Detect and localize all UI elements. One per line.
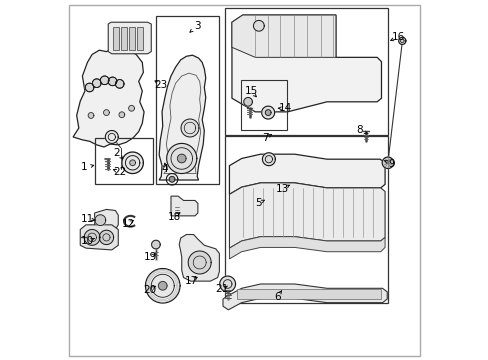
Text: 2: 2 [113,148,120,158]
Text: 10: 10 [81,236,94,246]
Polygon shape [237,289,380,299]
Polygon shape [219,276,235,292]
Polygon shape [231,15,381,112]
Polygon shape [253,21,264,31]
Polygon shape [159,55,205,180]
Polygon shape [108,77,117,86]
Polygon shape [95,215,105,226]
Text: 1: 1 [81,162,87,172]
Polygon shape [265,110,270,116]
Polygon shape [73,47,144,147]
Polygon shape [223,284,386,310]
Text: 22: 22 [113,167,126,177]
Polygon shape [121,27,126,50]
Polygon shape [88,113,94,118]
Polygon shape [229,183,384,248]
Text: 21: 21 [215,284,228,294]
Polygon shape [94,210,118,231]
Text: 12: 12 [121,219,134,229]
Polygon shape [100,76,109,85]
Polygon shape [145,269,180,303]
Polygon shape [181,119,199,137]
Polygon shape [103,110,109,116]
Text: 23: 23 [154,80,167,90]
Polygon shape [129,27,135,50]
Text: 20: 20 [143,285,157,295]
Text: 8: 8 [356,125,363,135]
Polygon shape [261,106,274,119]
Polygon shape [177,154,185,163]
Polygon shape [80,225,118,250]
Text: 19: 19 [143,252,157,262]
Polygon shape [231,15,335,57]
Text: 17: 17 [184,276,198,286]
Text: 3: 3 [193,21,200,31]
Text: 14: 14 [279,103,292,113]
Polygon shape [119,112,124,118]
Polygon shape [85,83,94,92]
Text: 5: 5 [254,198,261,208]
Polygon shape [99,230,113,244]
Polygon shape [158,282,167,290]
Polygon shape [129,160,135,166]
Polygon shape [229,237,384,259]
Text: 9: 9 [387,159,394,169]
Polygon shape [179,234,219,281]
Text: 7: 7 [262,133,268,143]
Polygon shape [112,27,119,50]
Polygon shape [105,131,118,143]
Text: 11: 11 [81,215,94,224]
Polygon shape [398,37,405,44]
Text: 13: 13 [275,184,288,194]
Polygon shape [137,27,143,50]
Polygon shape [115,80,124,88]
Polygon shape [122,152,143,174]
Polygon shape [229,154,384,194]
Polygon shape [188,251,211,274]
Text: 4: 4 [161,164,168,174]
Polygon shape [92,79,101,87]
Polygon shape [108,22,151,54]
Polygon shape [166,143,196,174]
Polygon shape [244,98,252,106]
Text: 6: 6 [274,292,280,302]
Polygon shape [169,176,175,182]
Polygon shape [84,229,100,245]
Text: 16: 16 [391,32,405,42]
Text: 18: 18 [167,212,181,221]
Polygon shape [151,240,160,249]
Polygon shape [382,157,393,168]
Polygon shape [171,196,198,216]
Text: 15: 15 [244,86,257,96]
Polygon shape [262,153,275,166]
Polygon shape [128,105,134,111]
